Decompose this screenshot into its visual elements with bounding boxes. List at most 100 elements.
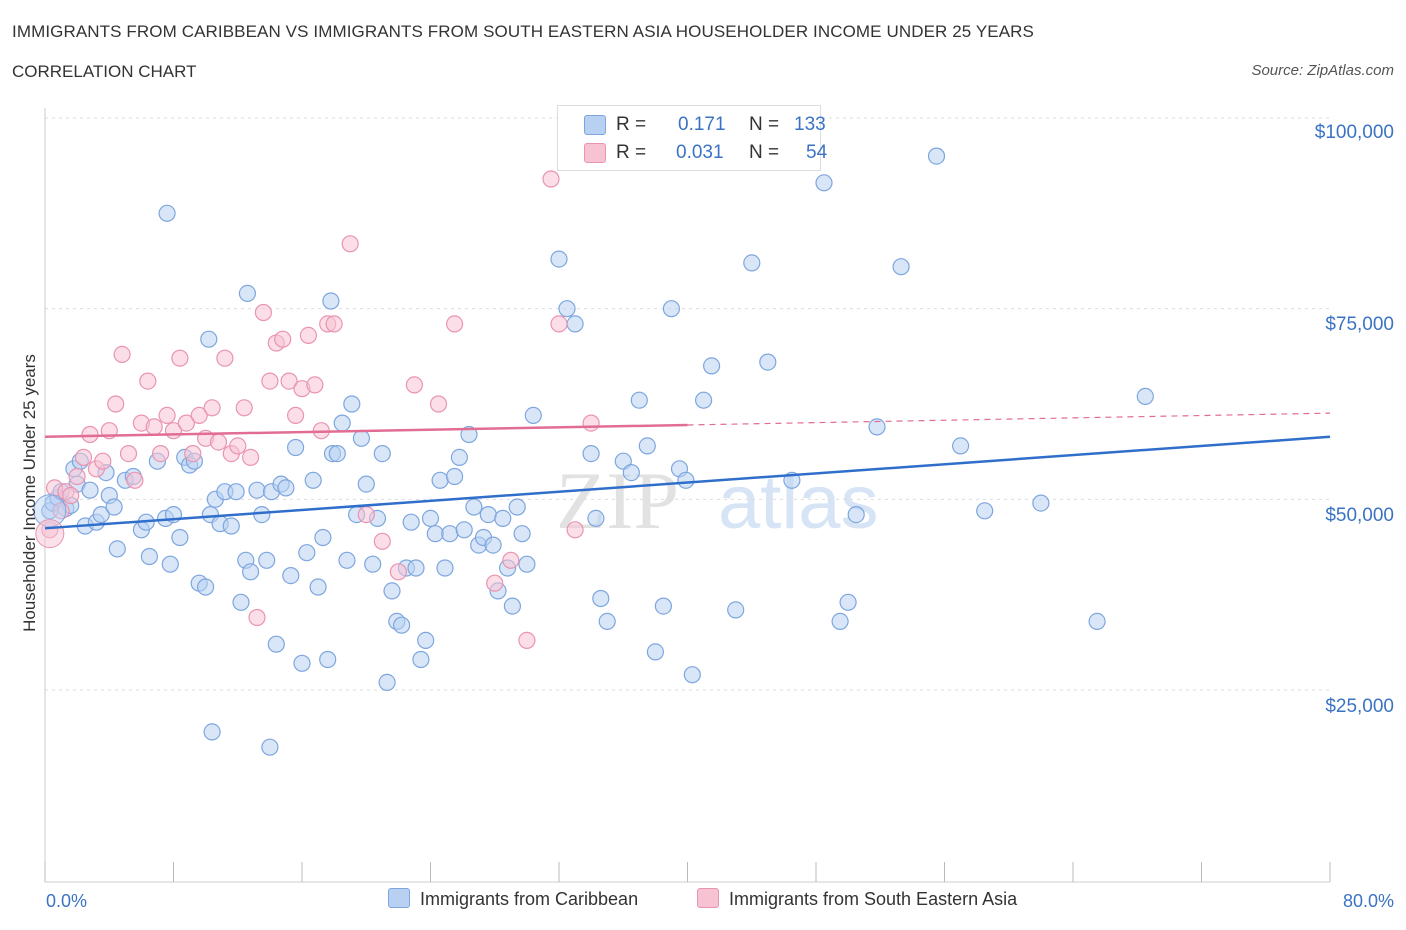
y-axis-label: Householder Income Under 25 years [20, 354, 39, 632]
caribbean-point [518, 555, 536, 573]
caribbean-point [140, 547, 158, 566]
caribbean-point [322, 292, 340, 310]
caribbean-point [1088, 612, 1106, 631]
caribbean-point [364, 555, 382, 573]
caribbean-point [654, 597, 673, 615]
n-label: N = [749, 142, 780, 163]
caribbean-point [258, 551, 276, 569]
sea-point [582, 414, 600, 432]
caribbean-point [383, 582, 401, 600]
caribbean-point [465, 498, 483, 516]
caribbean-point [976, 502, 994, 520]
sea-point [261, 372, 279, 390]
caribbean-point [248, 481, 266, 499]
caribbean-point [105, 498, 123, 516]
caribbean-point [338, 551, 356, 569]
sea-point [502, 551, 520, 569]
caribbean-point [1136, 387, 1154, 405]
sea-point [429, 395, 448, 413]
caribbean-point [309, 578, 327, 596]
caribbean-point [426, 525, 444, 543]
caribbean-point [839, 593, 857, 611]
caribbean-point [333, 414, 351, 432]
sea-point [62, 486, 80, 505]
caribbean-point [328, 445, 346, 463]
caribbean-point [161, 555, 179, 573]
caribbean-point [282, 566, 300, 585]
sea-point [203, 399, 221, 417]
chart-title: IMMIGRANTS FROM CARIBBEAN VS IMMIGRANTS … [12, 22, 1034, 41]
caribbean-point [592, 589, 610, 608]
series-caribbean [41, 147, 1154, 756]
trend-lines [44, 412, 1331, 530]
n-value: 54 [806, 142, 828, 163]
caribbean-point [287, 438, 305, 457]
y-tick-label-25000: $25,000 [1325, 696, 1394, 717]
caribbean-point [378, 673, 396, 692]
caribbean-point [92, 505, 110, 524]
caribbean-point [242, 563, 260, 581]
caribbean-point [441, 525, 459, 543]
sea-point [94, 452, 112, 470]
sea-point [113, 345, 131, 363]
caribbean-point [203, 723, 221, 741]
caribbean-point [683, 666, 701, 684]
sea-point [486, 574, 504, 592]
sea-point [209, 433, 228, 451]
caribbean-point [277, 479, 295, 497]
legend-item-sea[interactable]: Immigrants from South Eastern Asia [697, 888, 1017, 914]
caribbean-point [513, 525, 531, 543]
sea-point [373, 532, 391, 550]
legend-label-sea: Immigrants from South Eastern Asia [729, 889, 1018, 909]
caribbean-point [951, 437, 970, 455]
legend-item-caribbean[interactable]: Immigrants from Caribbean [388, 888, 638, 914]
sea-point [139, 372, 157, 390]
caribbean-point [357, 475, 375, 493]
sea-point [357, 505, 375, 524]
trend-line-caribbean [44, 435, 1331, 530]
r-value: 0.031 [676, 142, 724, 163]
caribbean-point [343, 395, 361, 413]
sea-point [229, 437, 247, 455]
caribbean-swatch [584, 115, 606, 135]
sea-point [446, 315, 464, 333]
caribbean-point [407, 559, 425, 577]
sea-point-large [35, 519, 65, 549]
caribbean-point [393, 616, 411, 634]
caribbean-point [927, 147, 946, 165]
sea-point [177, 414, 195, 432]
caribbean-point [503, 597, 522, 615]
caribbean-point [450, 448, 468, 466]
sea-point [158, 406, 176, 424]
caribbean-point [646, 643, 665, 661]
caribbean-point [702, 357, 721, 375]
sea-point [184, 445, 202, 463]
caribbean-point [550, 250, 568, 268]
caribbean-point [638, 437, 656, 455]
sea-point [341, 235, 359, 253]
sea-point [542, 170, 560, 188]
sea-point [216, 349, 234, 367]
sea-legend-swatch [697, 888, 719, 908]
sea-point [280, 372, 298, 390]
watermark: ZIP atlas [556, 455, 879, 546]
caribbean-point [417, 631, 435, 650]
x-axis-min-label: 0.0% [46, 891, 88, 911]
caribbean-legend-swatch [388, 888, 410, 908]
sea-point [171, 349, 189, 367]
caribbean-point [494, 509, 512, 528]
caribbean-point [171, 528, 189, 547]
caribbean-point [238, 284, 256, 302]
caribbean-point [831, 612, 849, 631]
caribbean-point [662, 300, 681, 318]
sea-point [566, 521, 584, 539]
trend-line-sea [44, 423, 688, 439]
caribbean-point [267, 635, 285, 653]
caribbean-point [598, 612, 616, 631]
caribbean-point [727, 601, 745, 619]
sea-point [81, 425, 99, 444]
sea-point [299, 326, 317, 344]
caribbean-point [261, 738, 279, 756]
caribbean-point [759, 353, 777, 371]
caribbean-point [1032, 494, 1050, 512]
